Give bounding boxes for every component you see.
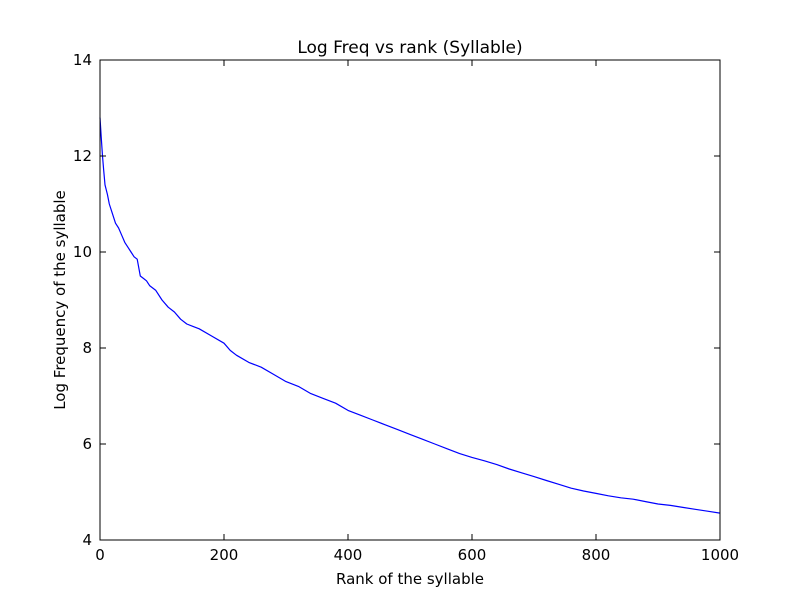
y-tick-label: 12 (73, 147, 92, 165)
y-tick-label: 14 (73, 51, 92, 69)
x-tick-label: 800 (582, 546, 611, 564)
plot-frame (99, 59, 721, 541)
chart-title: Log Freq vs rank (Syllable) (297, 38, 522, 58)
y-axis-label: Log Frequency of the syllable (51, 190, 69, 410)
series-line (99, 117, 721, 514)
x-tick-label: 0 (95, 546, 105, 564)
x-tick-label: 600 (458, 546, 487, 564)
y-tick-label: 10 (73, 243, 92, 261)
x-axis-label: Rank of the syllable (336, 570, 484, 588)
y-tick-label: 6 (82, 435, 92, 453)
y-tick-label: 8 (82, 339, 92, 357)
axis-ticks: 0 200 400 600 800 1000 4 6 8 10 12 14 (73, 51, 739, 564)
y-tick-label: 4 (82, 531, 92, 549)
series-layer (99, 117, 721, 514)
x-tick-label: 1000 (701, 546, 739, 564)
x-tick-label: 400 (334, 546, 363, 564)
x-tick-label: 200 (210, 546, 239, 564)
